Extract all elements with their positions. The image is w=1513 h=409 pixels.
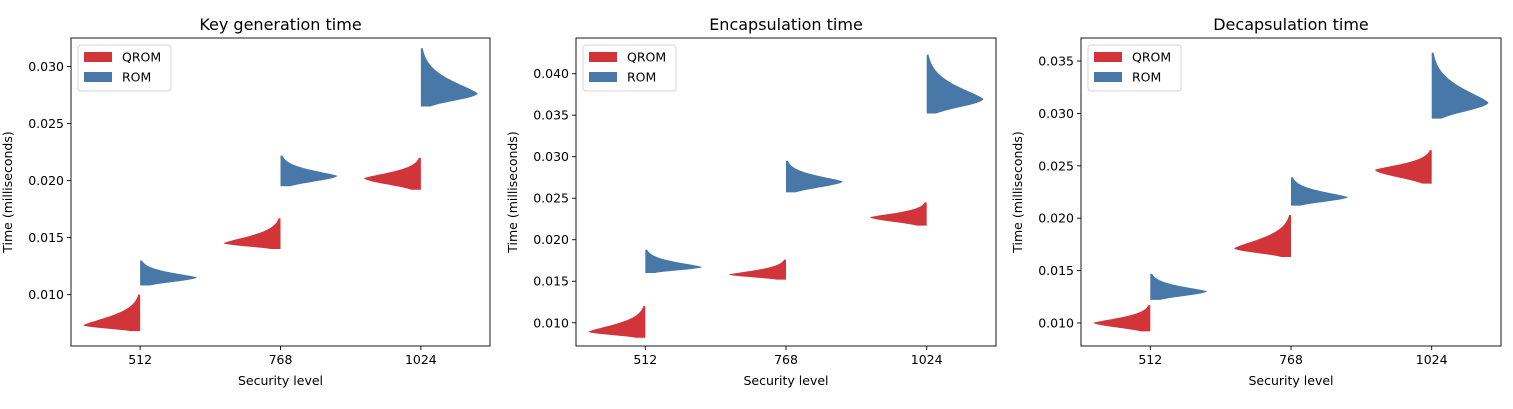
x-tick-label: 512	[128, 352, 152, 367]
rom-violin	[140, 260, 198, 286]
y-tick-label: 0.030	[28, 59, 64, 74]
y-tick-label: 0.025	[1038, 158, 1074, 173]
y-tick-label: 0.025	[533, 191, 569, 206]
rom-violin	[1431, 52, 1489, 119]
legend-swatch-qrom	[589, 52, 617, 62]
rom-violin	[1291, 177, 1348, 206]
legend: QROM ROM	[582, 44, 677, 92]
chart-title: Encapsulation time	[709, 15, 863, 34]
rom-violin	[786, 160, 843, 193]
x-tick-label: 1024	[405, 352, 437, 367]
qrom-violin	[1093, 305, 1151, 332]
y-tick-label: 0.015	[533, 274, 569, 289]
qrom-violin	[223, 218, 281, 250]
legend: QROM ROM	[77, 44, 172, 92]
x-tick-label: 768	[269, 352, 293, 367]
y-tick-label: 0.030	[533, 149, 569, 164]
qrom-violin	[83, 294, 141, 332]
qrom-violin	[364, 157, 421, 190]
qrom-violin	[729, 259, 786, 280]
rom-violin	[420, 48, 478, 107]
chart-title: Decapsulation time	[1213, 15, 1369, 34]
legend-swatch-qrom	[84, 52, 112, 62]
x-axis-label: Security level	[743, 373, 828, 388]
y-tick-label: 0.040	[533, 66, 569, 81]
legend: QROM ROM	[1087, 44, 1182, 92]
y-tick-label: 0.010	[28, 287, 64, 302]
y-tick-label: 0.015	[28, 230, 64, 245]
y-axis-label: Time (milliseconds)	[1010, 131, 1025, 253]
qrom-violin	[870, 202, 927, 226]
x-tick-label: 1024	[911, 352, 943, 367]
qrom-violin	[588, 306, 646, 338]
legend-swatch-qrom	[1094, 52, 1122, 62]
y-tick-label: 0.025	[28, 116, 64, 131]
rom-violin	[645, 249, 703, 273]
y-tick-label: 0.015	[1038, 263, 1074, 278]
rom-violin	[280, 155, 338, 187]
chart-panel: 0.010 0.015 0.020 0.025 0.030 0.035 0.040 512 76…	[505, 15, 997, 388]
y-tick-label: 0.010	[533, 315, 569, 330]
legend-label-qrom: QROM	[1132, 50, 1171, 65]
y-tick-label: 0.030	[1038, 106, 1074, 121]
chart-panel: 0.010 0.015 0.020 0.025 0.030 0.035 512 768 1024…	[1010, 15, 1502, 388]
legend-label-qrom: QROM	[627, 50, 666, 65]
legend-label-rom: ROM	[627, 70, 656, 85]
rom-violin	[926, 54, 984, 114]
legend-label-qrom: QROM	[122, 50, 161, 65]
x-tick-label: 768	[774, 352, 798, 367]
y-axis-label: Time (milliseconds)	[505, 131, 520, 253]
chart-panel: 0.010 0.015 0.020 0.025 0.030 512 768 1024 Key g…	[0, 15, 491, 388]
x-axis-label: Security level	[238, 373, 323, 388]
y-tick-label: 0.035	[1038, 54, 1074, 69]
legend-label-rom: ROM	[122, 70, 151, 85]
x-tick-label: 512	[633, 352, 657, 367]
x-tick-label: 1024	[1416, 352, 1448, 367]
y-tick-label: 0.020	[533, 232, 569, 247]
legend-swatch-rom	[589, 72, 617, 82]
chart-title: Key generation time	[199, 15, 361, 34]
legend-swatch-rom	[1094, 72, 1122, 82]
y-tick-label: 0.010	[1038, 315, 1074, 330]
qrom-violin	[1374, 150, 1432, 184]
y-tick-label: 0.020	[1038, 211, 1074, 226]
x-axis-label: Security level	[1248, 373, 1333, 388]
qrom-violin	[1234, 215, 1291, 257]
x-tick-label: 512	[1138, 352, 1162, 367]
x-tick-label: 768	[1279, 352, 1303, 367]
rom-violin	[1150, 273, 1208, 300]
y-tick-label: 0.035	[533, 108, 569, 123]
legend-label-rom: ROM	[1132, 70, 1161, 85]
legend-swatch-rom	[84, 72, 112, 82]
y-tick-label: 0.020	[28, 173, 64, 188]
y-axis-label: Time (milliseconds)	[0, 131, 15, 253]
